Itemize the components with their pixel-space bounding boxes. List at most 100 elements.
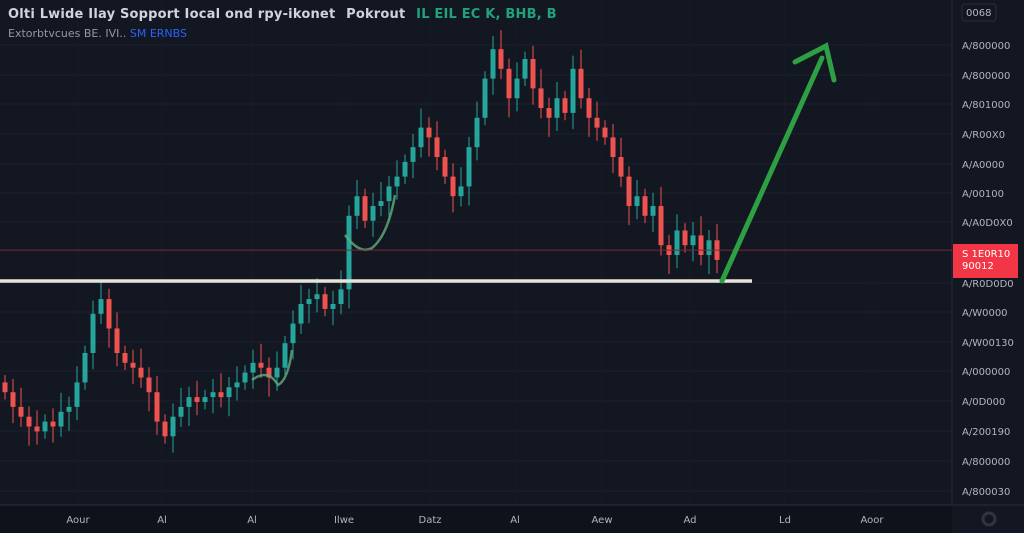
candle: [682, 223, 688, 253]
candle-body: [162, 421, 168, 437]
subtitle-text: Extorbtvcues BE. IVI..: [8, 27, 127, 40]
candle: [90, 300, 96, 370]
candle-body: [186, 397, 192, 407]
candle-body: [218, 392, 224, 398]
candle-body: [338, 289, 344, 304]
candles: [2, 30, 720, 453]
candle: [370, 192, 376, 237]
time-axis: Aour Al Al Ilwe Datz Al Aew Ad Ld Aoor: [0, 504, 1024, 533]
candle-body: [610, 137, 616, 157]
time-tick-label: Ld: [779, 515, 791, 526]
time-tick-label: Ilwe: [334, 515, 354, 526]
chart-title: Olti Lwide Ilay Sopport Iocal ond rpy-ik…: [8, 7, 557, 22]
candle-body: [594, 117, 600, 128]
candle: [466, 136, 472, 206]
candle: [474, 101, 480, 161]
candle-body: [482, 78, 488, 118]
candle-body: [530, 59, 536, 89]
candle: [594, 101, 600, 141]
candle-body: [354, 196, 360, 216]
candle-body: [394, 176, 400, 187]
candle: [194, 380, 200, 416]
candle-body: [226, 387, 232, 398]
candle-body: [58, 411, 64, 427]
current-price-badge: [953, 244, 1018, 278]
candle: [402, 154, 408, 184]
candle-body: [2, 382, 8, 393]
candle-body: [322, 294, 328, 309]
candle-body: [194, 397, 200, 402]
current-price-text: S 1E0R10: [962, 249, 1010, 260]
candle-body: [114, 328, 120, 353]
candle-body: [178, 406, 184, 417]
candle: [250, 349, 256, 389]
candle-body: [170, 416, 176, 437]
candle: [618, 137, 624, 187]
title-tag: Pokrout: [346, 7, 406, 22]
candle-body: [346, 215, 352, 290]
candle: [210, 378, 216, 414]
candle: [170, 403, 176, 453]
candle: [410, 133, 416, 179]
price-tick-label: A/000000: [962, 367, 1010, 378]
candle: [306, 288, 312, 324]
candle-body: [386, 186, 392, 202]
candle: [258, 343, 264, 378]
candle: [138, 348, 144, 388]
price-tick-label: A/00100: [962, 189, 1004, 200]
candle: [2, 375, 8, 400]
breakout-arrow-shaft: [719, 55, 825, 284]
candle: [482, 71, 488, 126]
candle: [242, 365, 248, 390]
candle-body: [402, 161, 408, 177]
candle-body: [138, 367, 144, 378]
candle-body: [298, 304, 304, 324]
candle-body: [26, 416, 32, 427]
candle: [346, 205, 352, 309]
candle-body: [458, 186, 464, 197]
candle-body: [450, 176, 456, 197]
candle: [578, 49, 584, 109]
time-tick-label: Datz: [419, 515, 442, 526]
candle-body: [690, 235, 696, 246]
candle-body: [498, 49, 504, 69]
subtitle-value: SM ERNBS: [129, 27, 187, 40]
price-tick-label: A/A0000: [962, 160, 1005, 171]
candle: [458, 167, 464, 207]
candle-body: [506, 68, 512, 99]
candle-body: [514, 78, 520, 99]
candle-body: [202, 397, 208, 402]
candle: [98, 279, 104, 325]
breakout-arrow-head: [792, 42, 837, 83]
price-tick-label: A/W00130: [962, 338, 1014, 349]
candle: [698, 216, 704, 266]
candle-body: [634, 196, 640, 206]
price-tick-label: A/W0000: [962, 308, 1008, 319]
candle: [34, 410, 40, 445]
candle: [378, 181, 384, 217]
candle-body: [410, 147, 416, 162]
candle-body: [306, 299, 312, 304]
candle: [202, 389, 208, 410]
candle: [50, 408, 56, 443]
candle: [234, 366, 240, 401]
candle-body: [434, 137, 440, 157]
price-tick-label: A/800000: [962, 71, 1010, 82]
candle-body: [130, 362, 136, 368]
candle-body: [538, 88, 544, 108]
price-tick-label: A/801000: [962, 100, 1010, 111]
candle: [186, 386, 192, 427]
candle: [602, 120, 608, 145]
candle: [74, 366, 80, 421]
candle-body: [242, 372, 248, 383]
price-tick-label: A/R00X0: [962, 130, 1005, 141]
candle-body: [570, 68, 576, 113]
candle-body: [10, 392, 16, 407]
candle-body: [50, 421, 56, 427]
price-axis: 0068 A/800000 A/800000 A/801000 A/R00X0 A/A00…: [951, 0, 1024, 533]
candle-body: [18, 406, 24, 417]
candle-body: [586, 98, 592, 118]
candle-body: [626, 176, 632, 206]
candle-body: [466, 147, 472, 187]
